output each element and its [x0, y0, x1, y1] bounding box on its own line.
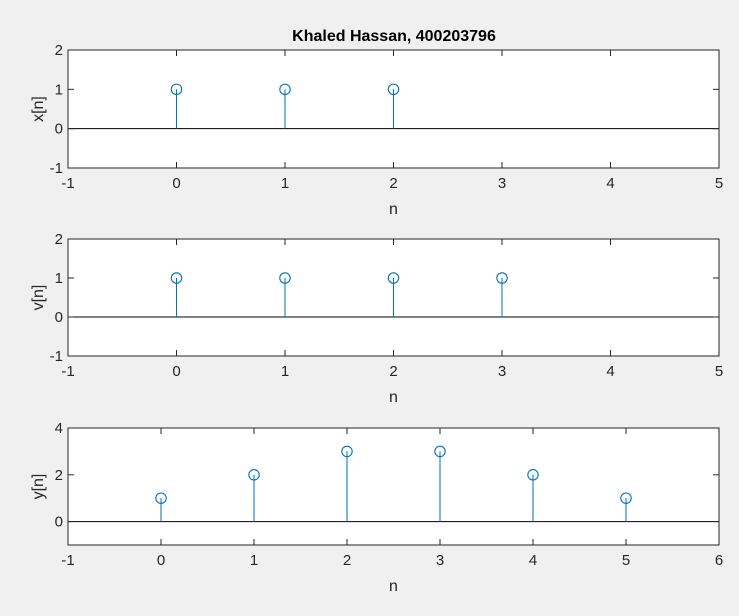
x-tick-label: 3	[436, 552, 444, 569]
y-tick-label: 4	[55, 420, 63, 437]
y-tick-label: -1	[50, 348, 63, 365]
y-tick-label: 0	[55, 121, 63, 138]
y-tick-label: 2	[55, 467, 63, 484]
stem-marker	[341, 445, 353, 458]
y-axis-label: v[n]	[30, 285, 47, 311]
x-tick-label: 0	[157, 552, 165, 569]
subplot-2: -1 0 1 2 3 4 5 -1 0 1 2 n v[n]	[30, 231, 723, 406]
y-tick-label: 0	[55, 309, 63, 326]
x-tick-label: -1	[61, 363, 74, 380]
x-tick-label: 5	[622, 552, 630, 569]
subplot-1: -1 0 1 2 3 4 5 -1 0 1 2 n x[n]	[30, 42, 723, 218]
x-tick-label: 0	[172, 175, 180, 192]
stem-marker	[527, 469, 539, 481]
x-axis-label: n	[389, 578, 398, 595]
stem-marker	[434, 445, 446, 458]
x-tick-label: 3	[498, 363, 506, 380]
x-axis-label: n	[389, 389, 398, 406]
stem-marker	[170, 272, 183, 284]
y-tick-label: 1	[55, 270, 63, 287]
x-tick-label: 2	[343, 552, 351, 569]
x-tick-label: 4	[606, 363, 614, 380]
x-tick-label: 1	[281, 363, 289, 380]
y-tick-label: -1	[50, 160, 63, 177]
x-tick-label: 5	[715, 363, 723, 380]
stem-marker	[387, 83, 400, 96]
x-tick-label: -1	[61, 175, 74, 192]
x-tick-label: 2	[389, 363, 397, 380]
y-axis-label: y[n]	[30, 474, 47, 500]
y-tick-label: 2	[55, 231, 63, 248]
stem-marker	[620, 492, 632, 504]
axes-box	[67, 427, 720, 546]
y-tick-label: 2	[55, 42, 63, 59]
stem-marker	[279, 272, 291, 284]
axes-container: -1 0 1 2 3 4 5 -1 0 1 2 n x[n] -1 0 1 2 3 4 5 -1 0 1 2 n v[n] -1 0 1…	[30, 42, 723, 595]
stem-marker	[155, 492, 167, 504]
x-tick-label: 6	[715, 552, 723, 569]
subplot-3: -1 0 1 2 3 4 5 6 0 2 4 n y[n]	[30, 420, 723, 595]
x-axis-label: n	[389, 201, 398, 218]
y-tick-label: 1	[55, 81, 63, 98]
x-tick-label: 2	[389, 175, 397, 192]
x-tick-label: 1	[250, 552, 258, 569]
x-tick-label: 5	[715, 175, 723, 192]
stem-marker	[170, 83, 183, 96]
stem-marker	[248, 469, 260, 481]
x-tick-label: 0	[172, 363, 180, 380]
y-tick-label: 0	[55, 514, 63, 531]
x-tick-label: 4	[529, 552, 537, 569]
x-tick-label: -1	[61, 552, 74, 569]
axes-background	[68, 428, 719, 545]
stem-marker	[496, 272, 508, 284]
stem-marker	[387, 272, 400, 284]
chart-title: Khaled Hassan, 400203796	[292, 28, 496, 45]
x-tick-label: 3	[498, 175, 506, 192]
stem-marker	[279, 83, 291, 96]
x-tick-label: 1	[281, 175, 289, 192]
x-tick-label: 4	[606, 175, 614, 192]
y-axis-label: x[n]	[30, 96, 47, 122]
